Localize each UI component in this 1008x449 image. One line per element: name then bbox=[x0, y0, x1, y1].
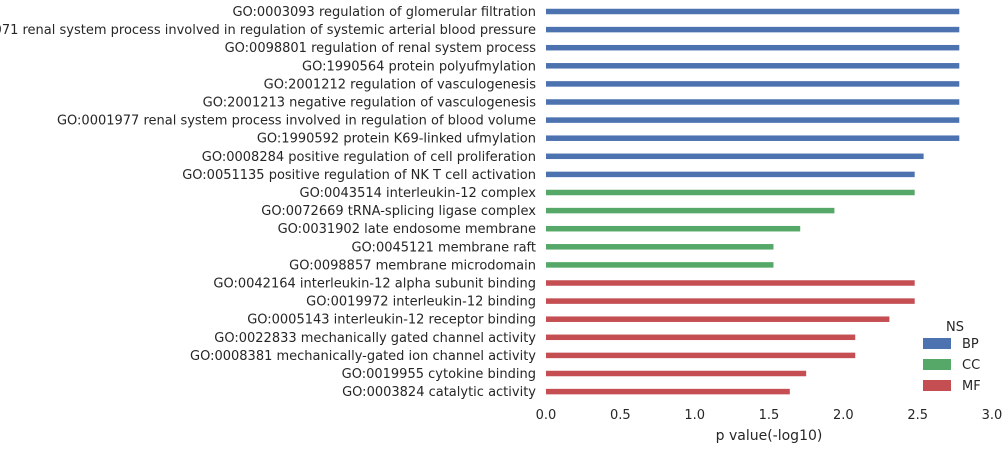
bar-bp bbox=[546, 153, 924, 160]
bar-mf bbox=[546, 298, 915, 304]
category-label: GO:0045121 membrane raft bbox=[351, 240, 536, 255]
bar-bp bbox=[546, 44, 960, 51]
legend-swatch-mf bbox=[923, 380, 951, 391]
category-label: GO:0019972 interleukin-12 binding bbox=[306, 295, 536, 310]
bar-bp bbox=[546, 135, 960, 141]
x-tick-label: 1.0 bbox=[684, 408, 705, 423]
bar-mf bbox=[546, 280, 915, 286]
bar-bp bbox=[546, 171, 915, 178]
legend-swatch-bp bbox=[923, 338, 951, 349]
category-label: GO:0098857 membrane microdomain bbox=[289, 258, 536, 273]
bar-mf bbox=[546, 334, 856, 341]
category-label: GO:0031902 late endosome membrane bbox=[278, 222, 536, 237]
x-tick-label: 2.5 bbox=[907, 408, 928, 423]
legend-label-cc: CC bbox=[962, 358, 980, 373]
x-tick-label: 0.5 bbox=[610, 408, 631, 423]
bars-layer bbox=[546, 8, 960, 395]
bar-mf bbox=[546, 370, 807, 377]
bar-cc bbox=[546, 262, 774, 268]
category-label: GO:0072669 tRNA-splicing ligase complex bbox=[261, 204, 536, 219]
legend-title: NS bbox=[946, 320, 964, 335]
category-label: GO:2001212 regulation of vasculogenesis bbox=[264, 77, 537, 92]
bar-mf bbox=[546, 316, 890, 322]
bar-bp bbox=[546, 63, 960, 69]
category-label: GO:0043514 interleukin-12 complex bbox=[300, 186, 537, 201]
legend-label-mf: MF bbox=[962, 379, 981, 394]
bar-cc bbox=[546, 244, 774, 250]
x-tick-label: 3.0 bbox=[982, 408, 1003, 423]
legend-label-bp: BP bbox=[962, 337, 979, 352]
bar-mf bbox=[546, 388, 790, 395]
bar-bp bbox=[546, 8, 960, 15]
category-label: GO:0008284 positive regulation of cell p… bbox=[202, 150, 536, 165]
category-label: GO:0019955 cytokine binding bbox=[342, 367, 536, 382]
legend: NS BP CC MF bbox=[923, 320, 981, 394]
category-label: GO:1990564 protein polyufmylation bbox=[302, 59, 536, 74]
x-tick-label: 2.0 bbox=[833, 408, 854, 423]
x-tick-label: 1.5 bbox=[759, 408, 780, 423]
category-label: GO:0001977 renal system process involved… bbox=[57, 114, 536, 129]
category-label: GO:0003071 renal system process involved… bbox=[0, 23, 536, 38]
bar-cc bbox=[546, 225, 801, 232]
category-label: GO:0008381 mechanically-gated ion channe… bbox=[190, 349, 536, 364]
category-label: GO:0051135 positive regulation of NK T c… bbox=[182, 168, 536, 183]
category-label: GO:0042164 interleukin-12 alpha subunit … bbox=[213, 277, 536, 292]
x-tick-label: 0.0 bbox=[536, 408, 557, 423]
bar-bp bbox=[546, 26, 960, 33]
x-axis-ticks: 0.0 0.5 1.0 1.5 2.0 2.5 3.0 bbox=[536, 408, 1003, 423]
category-label: GO:2001213 negative regulation of vascul… bbox=[203, 96, 537, 111]
bar-mf bbox=[546, 352, 856, 359]
x-axis-label: p value(-log10) bbox=[716, 428, 823, 444]
category-labels: GO:0003093 regulation of glomerular filt… bbox=[0, 5, 536, 400]
category-label: GO:0005143 interleukin-12 receptor bindi… bbox=[247, 313, 536, 328]
legend-swatch-cc bbox=[923, 359, 951, 370]
bar-cc bbox=[546, 189, 915, 196]
bar-bp bbox=[546, 81, 960, 87]
bar-bp bbox=[546, 99, 960, 105]
category-label: GO:0003824 catalytic activity bbox=[342, 385, 536, 400]
bar-cc bbox=[546, 207, 835, 214]
category-label: GO:0098801 regulation of renal system pr… bbox=[225, 41, 537, 56]
category-label: GO:0003093 regulation of glomerular filt… bbox=[232, 5, 536, 20]
bar-bp bbox=[546, 117, 960, 123]
category-label: GO:1990592 protein K69-linked ufmylation bbox=[257, 132, 536, 147]
category-label: GO:0022833 mechanically gated channel ac… bbox=[214, 331, 536, 346]
